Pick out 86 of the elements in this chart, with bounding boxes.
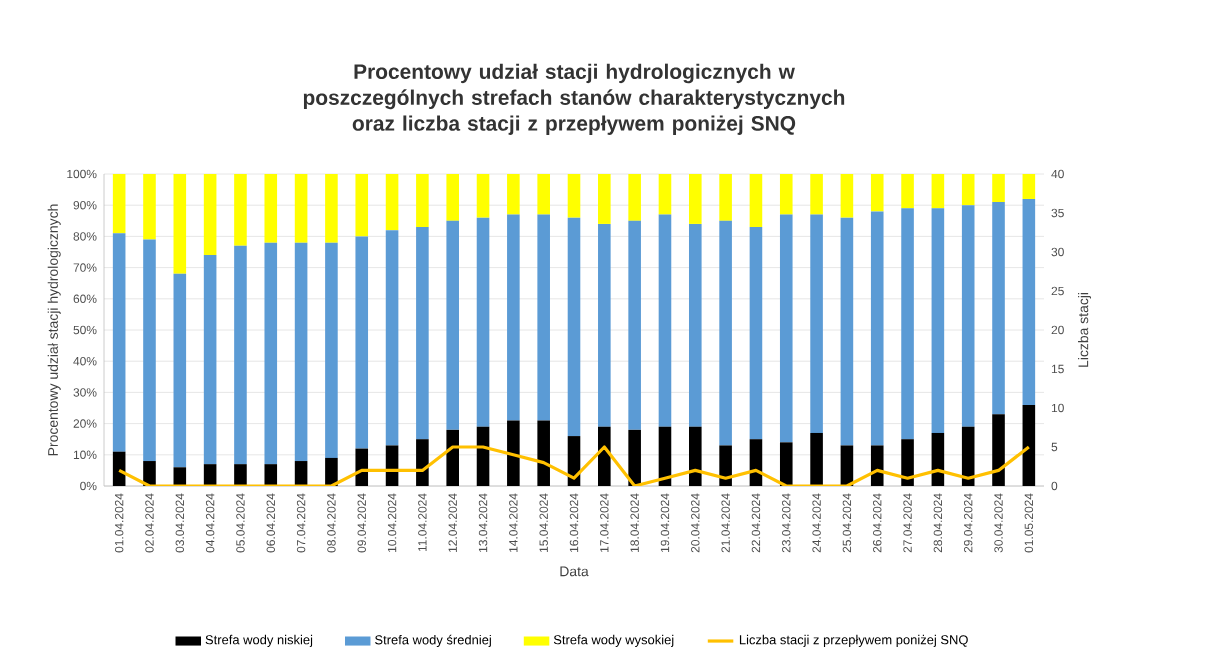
bar <box>931 174 945 209</box>
bar <box>688 174 702 224</box>
bar <box>658 214 672 427</box>
bar <box>173 273 187 468</box>
bar <box>446 429 460 486</box>
bar <box>628 429 641 486</box>
bar <box>537 174 550 215</box>
bar <box>325 174 338 243</box>
bar <box>416 227 429 440</box>
bar <box>658 426 672 486</box>
bar <box>264 464 278 486</box>
bar <box>112 174 126 234</box>
bar <box>355 236 369 449</box>
bar <box>658 174 672 215</box>
bar <box>294 242 308 462</box>
bar <box>325 242 338 458</box>
bar <box>840 445 854 486</box>
bar <box>476 217 490 427</box>
bar <box>810 432 823 486</box>
bar <box>567 174 581 218</box>
bar <box>1022 198 1036 405</box>
bar <box>507 214 520 421</box>
bar <box>598 426 611 486</box>
bar <box>779 214 793 443</box>
bar <box>385 230 399 446</box>
bar <box>688 426 702 486</box>
bar <box>112 233 126 452</box>
bar <box>779 442 793 486</box>
bar <box>264 174 278 243</box>
bar <box>810 174 823 215</box>
bar <box>840 217 854 446</box>
bar <box>749 227 763 440</box>
bar <box>234 464 247 486</box>
bar <box>719 445 732 486</box>
bar <box>870 174 884 212</box>
bar <box>446 174 460 221</box>
bar <box>234 174 247 246</box>
bar <box>203 174 217 256</box>
bar <box>992 202 1005 415</box>
bar <box>112 451 126 486</box>
bar <box>901 174 914 209</box>
bar <box>628 174 641 221</box>
bar <box>870 211 884 446</box>
bar <box>598 174 611 224</box>
bar <box>143 174 156 240</box>
bar <box>173 174 187 274</box>
bar <box>416 174 429 228</box>
bar <box>810 214 823 433</box>
bar <box>961 205 975 427</box>
bar <box>355 448 369 486</box>
bar <box>961 426 975 486</box>
bar <box>294 174 308 243</box>
bar <box>537 214 550 421</box>
bar <box>325 457 338 486</box>
bar <box>961 174 975 206</box>
bar <box>901 439 914 486</box>
bar <box>264 242 278 465</box>
bar <box>507 420 520 486</box>
bar <box>719 220 732 446</box>
bar <box>234 245 247 465</box>
bar <box>355 174 369 237</box>
bar <box>901 208 914 440</box>
bar <box>931 208 945 433</box>
bar <box>779 174 793 215</box>
bar <box>688 223 702 427</box>
bar <box>203 255 217 465</box>
bar <box>385 174 399 231</box>
bar <box>416 439 429 486</box>
bar <box>870 445 884 486</box>
bar <box>992 414 1005 486</box>
bar <box>537 420 550 486</box>
bar <box>476 174 490 218</box>
bar <box>840 174 854 218</box>
bar <box>628 220 641 430</box>
bar <box>446 220 460 430</box>
bar <box>719 174 732 221</box>
chart-title: Procentowy udział stacji hydrologicznych w poszczególnych strefach stanów charakterystycznych oraz liczba stacji z przepływem poniżej SNQ <box>303 63 845 135</box>
bar <box>507 174 520 215</box>
bar <box>1022 404 1036 486</box>
bar <box>992 174 1005 203</box>
bar <box>598 223 611 427</box>
bar <box>931 432 945 486</box>
bar <box>1022 174 1036 199</box>
bar <box>567 217 581 437</box>
bar <box>749 174 763 228</box>
bar <box>143 239 156 462</box>
